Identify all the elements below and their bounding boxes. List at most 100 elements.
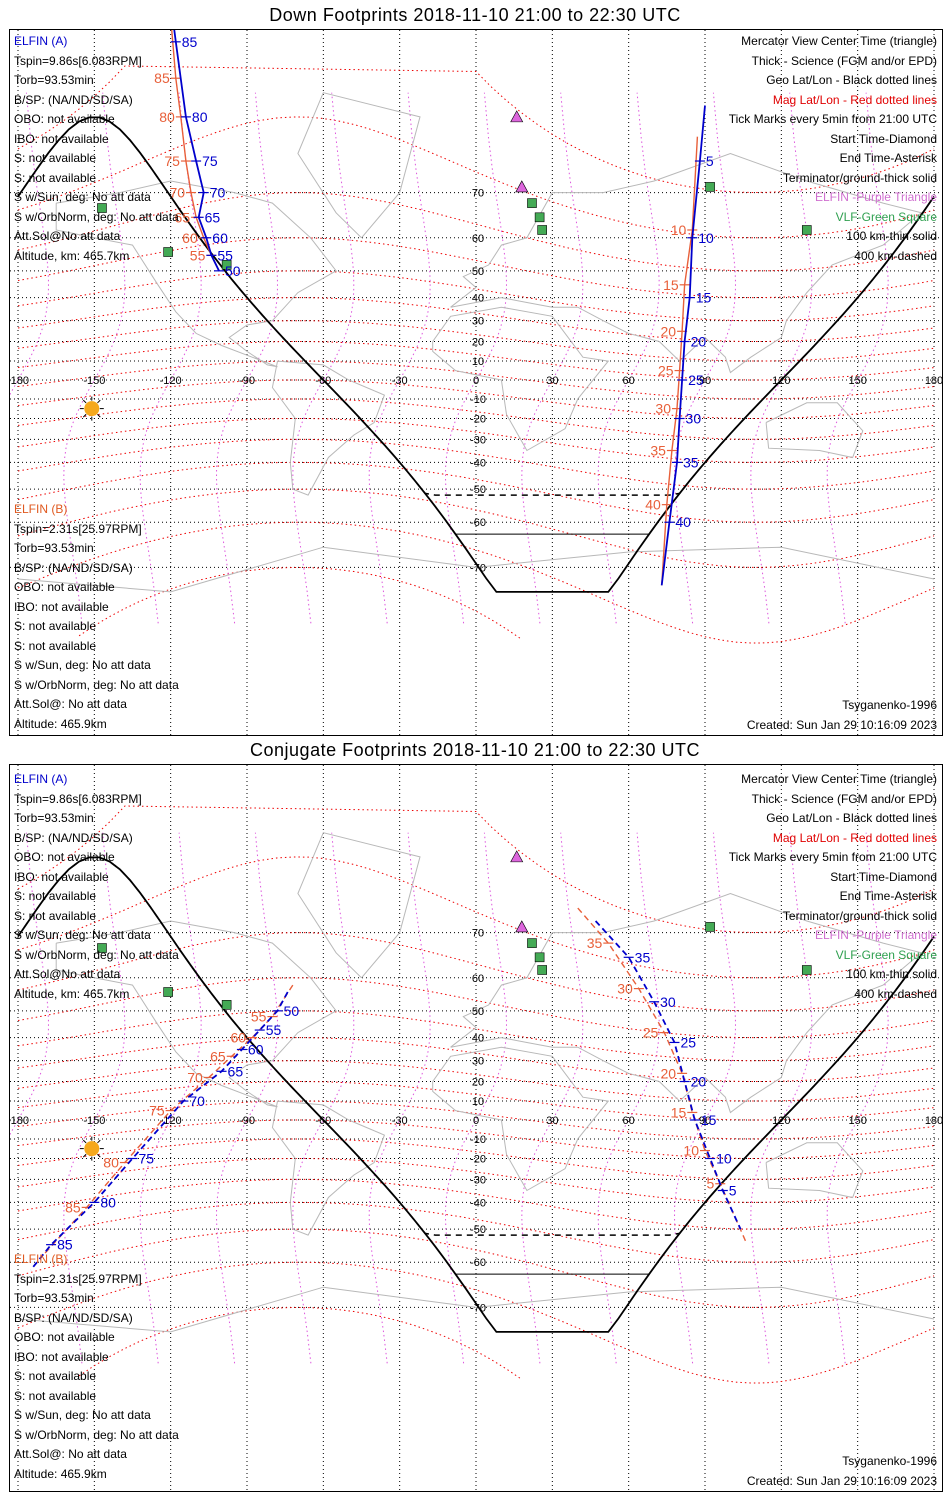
- elfin-a-track-tick-label: 65: [205, 209, 221, 225]
- elfin-a-line: IBO: not available: [14, 869, 109, 884]
- coastline: [765, 402, 864, 459]
- elfin-a-track-east-tick-label: 30: [686, 410, 702, 426]
- elfin-a-line: IBO: not available: [14, 131, 109, 146]
- lat-tick-label: 30: [472, 316, 484, 328]
- mag-lat-line: [17, 521, 935, 644]
- lat-tick-label: 20: [472, 337, 484, 349]
- vlf-station-square: [534, 212, 545, 223]
- elfin-a-track-east-tick-label: 25: [688, 372, 704, 388]
- lon-tick-label: 90: [699, 375, 711, 387]
- coastline: [271, 360, 386, 496]
- mag-grid: [10, 65, 935, 644]
- sun-icon: [79, 1136, 104, 1161]
- legend-item: VLF-Green Square: [835, 947, 937, 962]
- elfin-a-header: ELFIN (A): [14, 34, 68, 48]
- model-label: Tsyganenko-1996: [842, 698, 937, 712]
- elfin-a-line: Torb=93.53min: [14, 73, 94, 87]
- coastline: [297, 92, 421, 239]
- elfin-b-track-tick-label: 80: [159, 109, 175, 125]
- lon-tick-label: 180: [925, 1115, 942, 1127]
- elfin-a-track-tick-label: 70: [210, 185, 226, 201]
- legend-item: Mercator View Center Time (triangle): [741, 34, 937, 48]
- mag-lon-line: [368, 832, 431, 1364]
- lat-tick-label: -30: [470, 434, 486, 446]
- legend-item: Tick Marks every 5min from 21:00 UTC: [728, 850, 937, 864]
- vlf-station-square: [163, 987, 173, 997]
- legend-item: Thick - Science (FGM and/or EPD): [751, 791, 937, 806]
- elfin-a-track-tick-label: 85: [57, 1237, 73, 1253]
- elfin-b-track-tick-label: 85: [65, 1199, 81, 1215]
- elfin-a-track-tick-label: 65: [228, 1063, 244, 1079]
- lat-tick-label: 60: [472, 973, 484, 985]
- elfin-b-track-east-tick-label: 20: [661, 1065, 677, 1081]
- elfin-b-track-east-tick-label: 15: [663, 277, 679, 293]
- elfin-b-track-east-tick-label: 15: [671, 1104, 687, 1120]
- elfin-b-track-tick-label: 70: [169, 185, 185, 201]
- lon-tick-label: 150: [848, 375, 866, 387]
- elfin-a-track-east-tick-label: 5: [706, 153, 714, 169]
- mag-lon-line: [215, 832, 279, 1364]
- lat-tick-label: -40: [470, 1197, 486, 1209]
- elfin-a-info-down: ELFIN (A) Tspin=9.86s[6.083RPM] Torb=93.…: [14, 32, 179, 266]
- elfin-b-line: Altitude: 465.9km: [14, 1466, 107, 1481]
- lon-tick-label: -180: [10, 1115, 29, 1127]
- map-canvas-down: -180-150-120-90-60-300306090120150180706…: [10, 30, 942, 735]
- elfin-a-track-east-tick-label: 10: [698, 230, 714, 246]
- elfin-b-header: ELFIN (B): [14, 502, 68, 516]
- legend-item: Start Time-Diamond: [830, 131, 937, 146]
- elfin-a-line: Tspin=9.86s[6.083RPM]: [14, 791, 142, 806]
- lat-tick-label: -10: [470, 394, 486, 406]
- elfin-a-track-east-tick-label: 10: [716, 1150, 732, 1166]
- elfin-b-track-east-tick-label: 5: [706, 1176, 714, 1192]
- coastline: [432, 306, 610, 452]
- elfin-b-track-tick-label: 60: [231, 1030, 247, 1046]
- elfin-b-line: S w/OrbNorm, deg: No att data: [14, 1427, 179, 1442]
- elfin-triangle: [510, 850, 524, 863]
- elfin-b-line: S: not available: [14, 1369, 97, 1383]
- elfin-a-line: Att.Sol@No att data: [14, 967, 121, 981]
- legend-item: Geo Lat/Lon - Black dotted lines: [766, 73, 937, 87]
- lat-tick-label: 70: [472, 928, 484, 940]
- terminator-400km: [17, 116, 935, 496]
- lat-tick-label: -70: [470, 562, 486, 574]
- vlf-station-square: [534, 952, 545, 963]
- elfin-b-line: S: not available: [14, 638, 97, 653]
- lat-tick-label: -10: [470, 1134, 486, 1146]
- lat-tick-label: -60: [470, 1257, 486, 1269]
- mag-lat-line: [17, 1228, 935, 1308]
- elfin-b-line: Tspin=2.31s[25.97RPM]: [14, 521, 142, 536]
- elfin-b-line: Torb=93.53min: [14, 1291, 94, 1305]
- elfin-a-track-east-tick-label: 25: [680, 1034, 696, 1050]
- lat-tick-label: -40: [470, 457, 486, 469]
- lon-tick-label: -150: [83, 1115, 105, 1127]
- vlf-station-square: [705, 182, 715, 192]
- vlf-station-square: [527, 198, 537, 208]
- terminator-400km: [17, 856, 935, 1236]
- elfin-a-line: B/SP: (NA/ND/SD/SA): [14, 830, 133, 845]
- lon-tick-label: 90: [699, 1115, 711, 1127]
- lon-tick-label: 60: [623, 1115, 635, 1127]
- elfin-b-track-tick-label: 60: [182, 230, 198, 246]
- elfin-b-line: OBO: not available: [14, 580, 115, 594]
- mag-lon-line: [673, 92, 737, 624]
- lat-tick-label: 30: [472, 1056, 484, 1068]
- mag-lat-line: [17, 65, 935, 194]
- mag-lat-line: [17, 192, 935, 272]
- legend-item: VLF-Green Square: [835, 209, 937, 224]
- elfin-a-track-tick-label: 60: [212, 230, 228, 246]
- vlf-station-square: [537, 965, 547, 975]
- mag-lon-line: [10, 92, 50, 396]
- legend-item: 100 km-thin solid: [846, 967, 937, 981]
- sun-ray: [82, 399, 87, 404]
- legend-item: 400 km-dashed: [854, 986, 937, 1001]
- elfin-b-track-tick-label: 65: [175, 209, 191, 225]
- elfin-b-track-tick-label: 75: [164, 153, 180, 169]
- mag-lon-line: [63, 832, 126, 1364]
- terminator: [17, 116, 935, 593]
- stations: [97, 850, 812, 1010]
- mag-lon-line: [826, 92, 889, 624]
- mag-lat-line: [17, 1261, 935, 1384]
- lat-tick-label: -70: [470, 1302, 486, 1314]
- elfin-b-line: OBO: not available: [14, 1330, 115, 1344]
- elfin-b-line: Torb=93.53min: [14, 541, 94, 555]
